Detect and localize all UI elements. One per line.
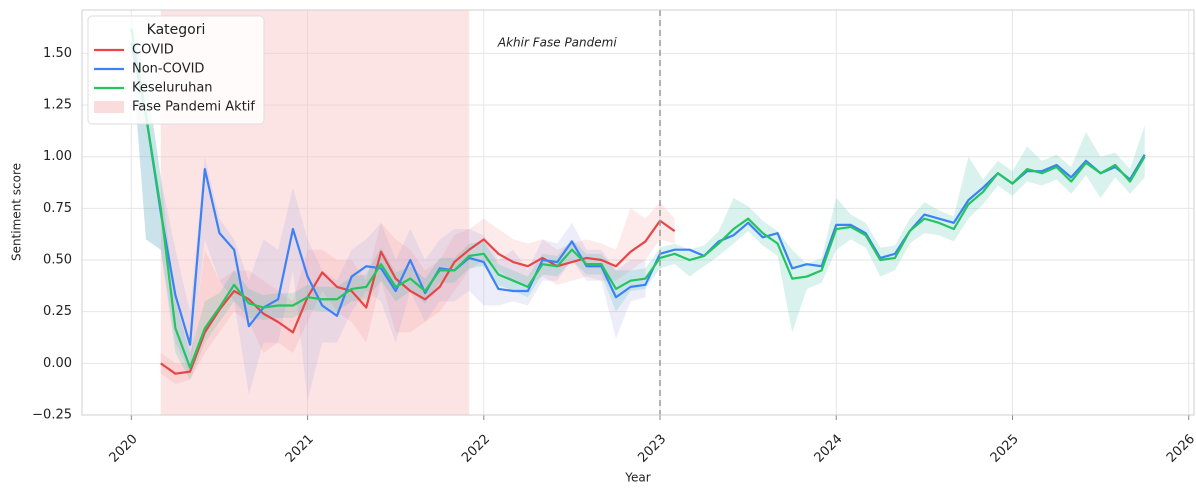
x-tick-label: 2023 (635, 432, 669, 466)
legend-box (87, 15, 265, 125)
y-tick-label: −0.25 (32, 408, 72, 423)
legend-label: COVID (132, 43, 174, 58)
plot-frame (81, 9, 1195, 416)
x-axis-label: Year (624, 471, 650, 485)
y-tick-label: 0.25 (43, 304, 72, 319)
y-tick-label: 0.75 (43, 201, 72, 216)
legend: Kategori COVID Non-COVID Keseluruhan Fase Pa… (87, 15, 265, 125)
series-line (160, 219, 676, 375)
y-tick-label: 0.00 (43, 356, 72, 371)
x-tick-label: 2022 (459, 432, 493, 466)
x-tick-label: 2025 (988, 432, 1022, 466)
x-tick-label: 2020 (107, 432, 141, 466)
y-tick-label: 0.50 (43, 253, 72, 268)
series-line (130, 28, 1146, 369)
confidence-band (160, 202, 675, 385)
y-tick-label: 1.50 (43, 46, 72, 61)
annotation: Akhir Fase Pandemi (497, 36, 617, 50)
x-tick-label: 2021 (283, 432, 317, 466)
legend-label: Non-COVID (132, 62, 204, 77)
legend-title: Kategori (147, 22, 206, 38)
legend-label: Fase Pandemi Aktif (132, 100, 255, 115)
x-tick-label: 2024 (812, 432, 846, 466)
y-tick-label: 1.00 (43, 149, 72, 164)
legend-swatch (94, 101, 124, 113)
y-tick-label: 1.25 (43, 98, 72, 113)
y-axis-label: Sentiment score (10, 163, 24, 261)
series-line (130, 42, 1146, 346)
legend-label: Keseluruhan (132, 81, 213, 96)
x-tick-label: 2026 (1164, 432, 1196, 466)
